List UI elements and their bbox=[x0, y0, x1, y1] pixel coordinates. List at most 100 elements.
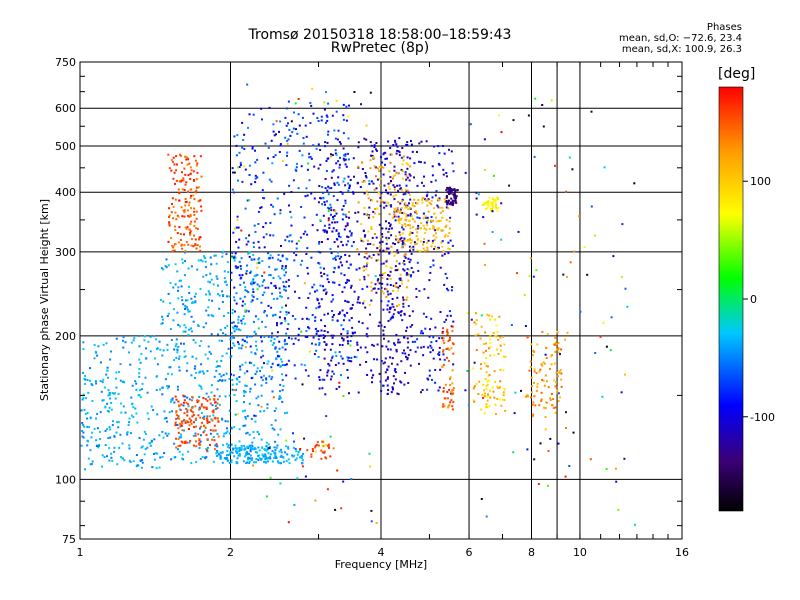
echo-point bbox=[385, 249, 388, 252]
echo-point bbox=[178, 191, 181, 194]
echo-point bbox=[400, 381, 403, 384]
echo-point bbox=[356, 220, 359, 223]
echo-point bbox=[278, 340, 281, 343]
echo-point bbox=[414, 350, 417, 353]
echo-point bbox=[341, 192, 344, 195]
echo-point bbox=[280, 454, 283, 457]
echo-point bbox=[331, 154, 334, 157]
echo-point bbox=[344, 184, 347, 187]
echo-point bbox=[282, 285, 285, 288]
echo-point bbox=[294, 318, 297, 321]
echo-point bbox=[174, 182, 176, 185]
echo-point bbox=[496, 197, 499, 199]
echo-point bbox=[319, 284, 322, 287]
echo-point bbox=[166, 387, 169, 390]
echo-point bbox=[397, 150, 400, 153]
echo-point bbox=[301, 259, 303, 262]
echo-point bbox=[256, 176, 259, 179]
echo-point bbox=[200, 405, 203, 408]
echo-point bbox=[403, 269, 406, 272]
echo-point bbox=[208, 351, 211, 353]
echo-point bbox=[233, 389, 236, 392]
echo-point bbox=[385, 236, 388, 239]
echo-point bbox=[203, 406, 205, 409]
echo-point bbox=[254, 420, 257, 423]
echo-point bbox=[86, 379, 89, 381]
echo-point bbox=[152, 409, 155, 411]
echo-point bbox=[237, 341, 239, 344]
echo-point bbox=[253, 224, 256, 227]
echo-point bbox=[113, 446, 116, 449]
echo-point bbox=[193, 210, 196, 213]
echo-point bbox=[401, 243, 404, 246]
echo-point bbox=[388, 228, 391, 231]
echo-point bbox=[230, 459, 233, 462]
echo-point bbox=[102, 399, 105, 402]
echo-point bbox=[417, 199, 420, 201]
echo-point bbox=[327, 445, 330, 448]
echo-point bbox=[148, 442, 151, 445]
echo-point bbox=[328, 207, 331, 210]
echo-point bbox=[413, 198, 416, 201]
echo-point bbox=[273, 452, 276, 454]
echo-point bbox=[170, 211, 173, 214]
echo-point bbox=[394, 269, 397, 272]
echo-point bbox=[224, 395, 227, 398]
echo-point bbox=[260, 376, 263, 379]
echo-point bbox=[494, 335, 497, 338]
echo-point bbox=[314, 450, 317, 453]
echo-point bbox=[273, 338, 276, 341]
echo-point bbox=[141, 459, 144, 461]
echo-point bbox=[435, 216, 437, 219]
echo-point bbox=[397, 239, 400, 242]
echo-point bbox=[249, 390, 251, 393]
echo-point bbox=[224, 379, 227, 382]
echo-point bbox=[451, 342, 454, 345]
echo-point bbox=[232, 327, 235, 330]
echo-point bbox=[342, 480, 345, 483]
echo-point bbox=[389, 284, 392, 286]
echo-point bbox=[310, 192, 313, 195]
echo-point bbox=[427, 296, 430, 299]
echo-point bbox=[118, 371, 120, 374]
echo-point bbox=[183, 429, 185, 432]
echo-point bbox=[450, 347, 453, 350]
x-tick-label: 10 bbox=[573, 546, 587, 559]
echo-point bbox=[230, 355, 233, 358]
echo-point bbox=[435, 232, 437, 235]
echo-point bbox=[367, 216, 370, 219]
echo-point bbox=[255, 344, 257, 347]
echo-point bbox=[422, 345, 425, 348]
echo-point bbox=[378, 223, 381, 226]
echo-point bbox=[231, 336, 234, 339]
echo-point bbox=[360, 237, 363, 240]
echo-point bbox=[261, 284, 264, 287]
echo-point bbox=[438, 152, 441, 155]
echo-point bbox=[352, 157, 355, 160]
echo-point bbox=[451, 325, 454, 328]
echo-point bbox=[185, 241, 188, 243]
echo-point bbox=[172, 156, 175, 159]
echo-point bbox=[410, 252, 413, 255]
echo-point bbox=[260, 384, 263, 387]
echo-point bbox=[175, 417, 178, 420]
echo-point bbox=[348, 185, 351, 187]
echo-point bbox=[409, 249, 411, 252]
echo-point bbox=[491, 231, 494, 233]
echo-point bbox=[287, 359, 290, 362]
echo-point bbox=[279, 396, 282, 399]
echo-point bbox=[269, 274, 272, 277]
echo-point bbox=[218, 403, 221, 406]
echo-point bbox=[398, 231, 401, 234]
echo-point bbox=[464, 171, 467, 174]
echo-point bbox=[347, 342, 350, 345]
echo-point bbox=[201, 456, 204, 459]
echo-point bbox=[245, 243, 248, 246]
echo-point bbox=[497, 114, 500, 117]
echo-point bbox=[187, 209, 189, 212]
echo-point bbox=[422, 354, 425, 357]
echo-point bbox=[495, 335, 498, 338]
echo-point bbox=[558, 372, 561, 374]
echo-point bbox=[496, 348, 499, 351]
echo-point bbox=[145, 347, 147, 350]
